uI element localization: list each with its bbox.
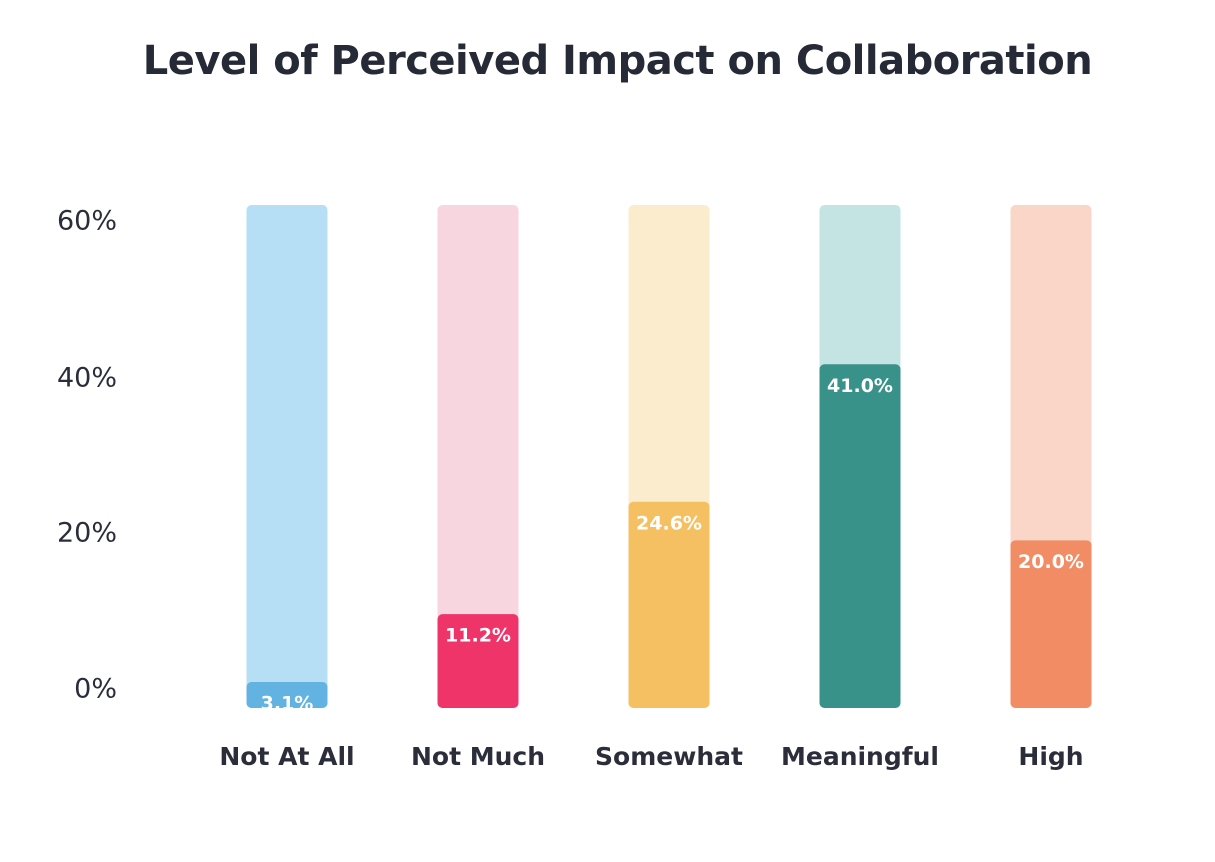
y-tick-label: 0% xyxy=(74,674,117,705)
data-label: 11.2% xyxy=(445,625,511,647)
x-tick-label: Not Much xyxy=(411,742,545,771)
bar-track xyxy=(246,205,328,708)
data-label: 20.0% xyxy=(1018,551,1084,573)
chart-title: Level of Perceived Impact on Collaborati… xyxy=(142,38,1093,84)
bar xyxy=(628,501,710,708)
bar xyxy=(819,364,901,708)
x-tick-label: High xyxy=(1018,742,1083,771)
x-tick-label: Meaningful xyxy=(781,742,939,771)
data-label: 3.1% xyxy=(261,693,314,715)
data-label: 41.0% xyxy=(827,375,893,397)
y-tick-label: 40% xyxy=(57,363,117,394)
data-label: 24.6% xyxy=(636,512,702,534)
bar xyxy=(437,614,519,708)
x-tick-label: Not At All xyxy=(219,742,354,771)
y-tick-label: 60% xyxy=(57,206,117,237)
bar xyxy=(1010,540,1092,708)
bar xyxy=(246,682,328,708)
bar-track xyxy=(437,205,519,708)
x-tick-label: Somewhat xyxy=(595,742,743,771)
y-tick-label: 20% xyxy=(57,518,117,549)
